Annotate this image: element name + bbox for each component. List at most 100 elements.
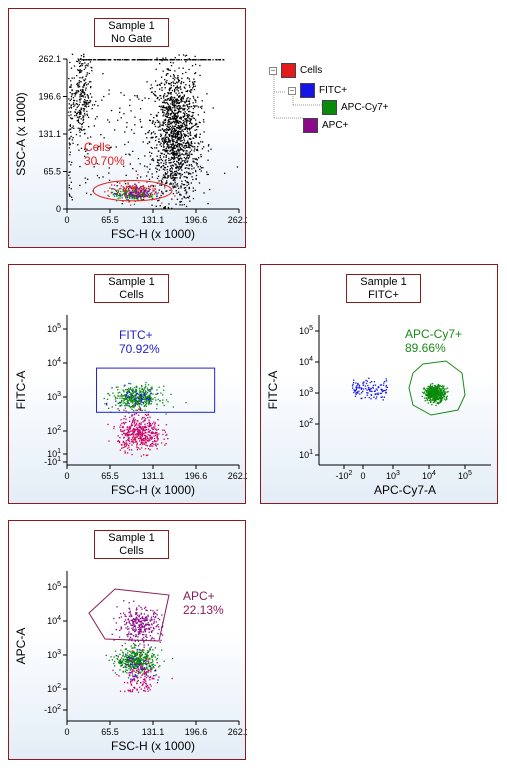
event-dot — [108, 93, 110, 95]
event-dot — [127, 677, 130, 679]
event-dot — [177, 59, 179, 61]
event-dot — [171, 658, 174, 660]
plot-panel-fitc-apccy7[interactable]: Sample 1 FITC+ -102 0 103 104 105 101 102 103 10… — [260, 264, 498, 504]
event-dot — [177, 152, 179, 154]
event-dot — [147, 670, 149, 672]
event-dot — [131, 437, 133, 439]
legend-item-apc[interactable]: APC+ — [303, 118, 348, 133]
event-dot — [122, 426, 124, 429]
color-swatch-fitc — [300, 83, 315, 98]
event-dot — [187, 167, 189, 169]
event-dot — [83, 110, 85, 112]
event-dot — [149, 163, 151, 165]
event-dot — [162, 149, 164, 151]
event-dot — [132, 430, 134, 432]
event-dot — [87, 103, 89, 105]
event-dot — [139, 656, 141, 659]
event-dot — [168, 133, 170, 136]
event-dot — [176, 153, 178, 155]
event-dot — [139, 436, 141, 439]
event-dot — [432, 394, 434, 396]
event-dot — [155, 428, 157, 430]
event-dot — [139, 432, 142, 434]
collapse-icon[interactable]: − — [269, 65, 277, 75]
legend-item-apc-cy7[interactable]: APC-Cy7+ — [322, 100, 389, 115]
gate-apc-cy7-polygon[interactable] — [408, 360, 466, 416]
event-dot — [158, 141, 160, 143]
event-dot — [141, 196, 143, 198]
event-dot — [133, 195, 135, 197]
event-dot — [148, 423, 151, 425]
event-dot — [179, 147, 182, 149]
plot-panel-cells-apc[interactable]: Sample 1 Cells 065.5131.1196.6262.1-1021… — [8, 520, 247, 761]
event-dot — [178, 134, 180, 136]
event-dot — [178, 59, 180, 61]
event-dot — [128, 690, 130, 692]
event-dot — [173, 153, 175, 155]
event-dot — [131, 423, 133, 425]
event-dot — [125, 187, 127, 189]
legend-item-cells[interactable]: − Cells — [269, 63, 322, 78]
event-dot — [138, 59, 140, 61]
event-dot — [139, 408, 142, 410]
legend-item-fitc[interactable]: − FITC+ — [288, 83, 347, 98]
gate-cells-ellipse[interactable] — [92, 179, 173, 202]
event-dot — [146, 393, 148, 395]
event-dot — [365, 387, 367, 390]
event-dot — [149, 689, 151, 691]
event-dot — [133, 660, 136, 662]
gate-fitc-rect[interactable] — [96, 367, 216, 413]
event-dot — [125, 669, 127, 671]
event-dot — [174, 113, 176, 115]
event-dot — [165, 141, 167, 143]
event-dot — [139, 402, 141, 405]
event-dot — [117, 395, 119, 397]
event-dot — [428, 392, 431, 395]
event-dot — [195, 134, 197, 137]
event-dot — [177, 169, 179, 171]
event-dot — [142, 668, 144, 670]
event-dot — [138, 409, 141, 411]
event-dot — [79, 184, 81, 187]
event-dot — [133, 420, 135, 422]
event-dot — [174, 130, 176, 132]
event-dot — [126, 444, 128, 446]
event-dot — [166, 68, 168, 70]
event-dot — [178, 108, 180, 110]
event-dot — [150, 443, 152, 446]
plot-panel-no-gate[interactable]: Sample 1 No Gate 065.5131.1196.6262.1065… — [8, 8, 247, 249]
gate-apc-polygon[interactable] — [88, 588, 170, 642]
event-dot — [121, 447, 123, 449]
scatter-plot-fsc-ssc[interactable]: 065.5131.1196.6262.1065.5131.1196.6262.1… — [9, 9, 247, 249]
event-dot — [183, 156, 186, 159]
event-dot — [134, 658, 136, 660]
event-dot — [175, 115, 177, 117]
event-dot — [186, 98, 188, 100]
event-dot — [164, 99, 166, 101]
event-dot — [174, 107, 176, 109]
scatter-plot-apccy7-fitc[interactable]: -102 0 103 104 105101102103104105APC-Cy7-AFI… — [261, 265, 499, 505]
event-dot — [85, 182, 87, 184]
event-dot — [176, 101, 179, 103]
scatter-plot-fsc-fitc[interactable]: 065.5131.1196.6262.1-101101102103104105F… — [9, 265, 247, 505]
event-dot — [138, 188, 140, 190]
event-dot — [144, 432, 146, 434]
event-dot — [434, 401, 436, 403]
event-dot — [430, 396, 433, 398]
event-dot — [181, 81, 183, 83]
collapse-icon[interactable]: − — [288, 85, 296, 95]
event-dot — [114, 398, 117, 400]
event-dot — [123, 192, 126, 194]
scatter-plot-fsc-apc[interactable]: 065.5131.1196.6262.1-102102103104105FSC-… — [9, 521, 247, 761]
event-dot — [146, 671, 148, 673]
event-dot — [71, 89, 73, 91]
event-dot — [128, 672, 130, 674]
event-dot — [119, 437, 121, 439]
event-dot — [127, 618, 129, 620]
event-dot — [423, 388, 425, 390]
event-dot — [155, 136, 158, 138]
event-dot — [152, 445, 154, 447]
event-dot — [96, 162, 98, 165]
event-dot — [132, 188, 134, 190]
plot-panel-cells-fitc[interactable]: Sample 1 Cells 065.5131.1196.6262.1-1011… — [8, 264, 247, 505]
